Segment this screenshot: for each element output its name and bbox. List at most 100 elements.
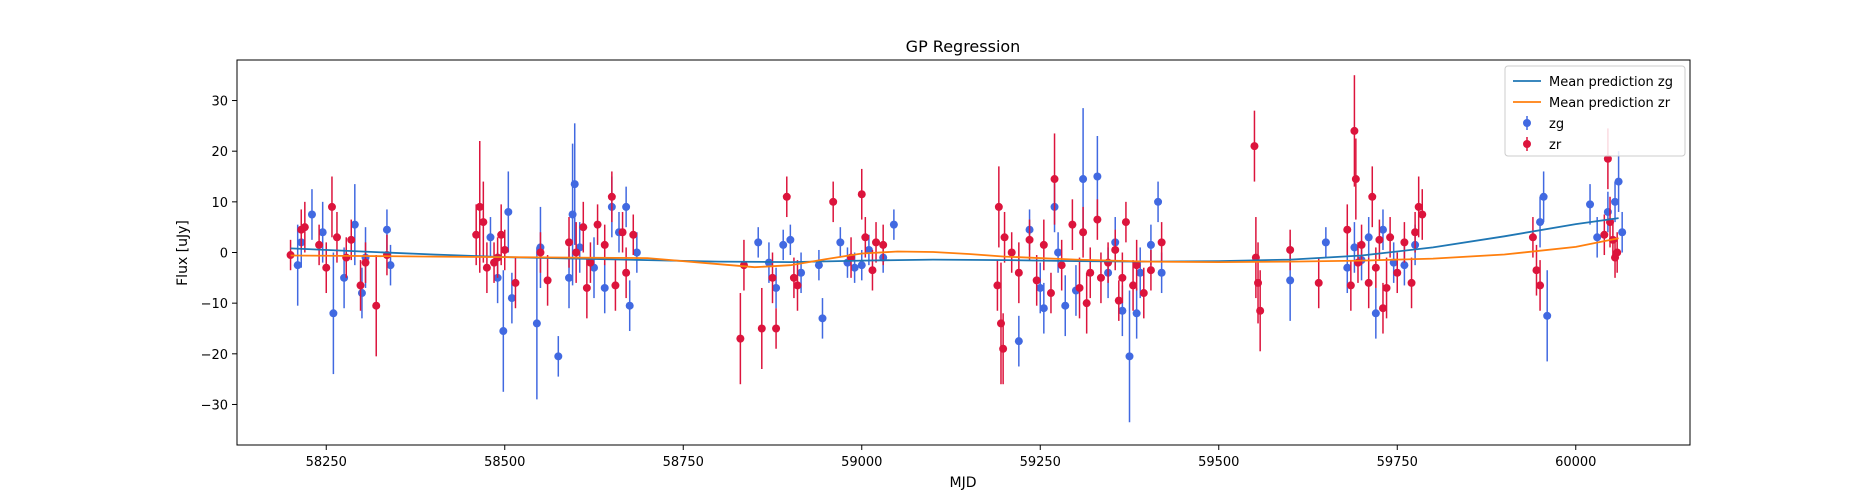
zr-data-point xyxy=(1411,228,1420,237)
zr-data-point xyxy=(472,230,481,239)
zg-data-point xyxy=(632,248,641,257)
zr-data-point xyxy=(1346,281,1355,290)
zr-data-point xyxy=(1256,306,1265,315)
zr-data-point xyxy=(600,240,609,249)
y-tick-label: 20 xyxy=(211,145,228,160)
zg-data-point xyxy=(1586,200,1595,209)
zr-data-point xyxy=(1532,266,1541,275)
zg-data-point xyxy=(889,220,898,229)
zg-data-point xyxy=(1136,268,1145,277)
zr-data-point xyxy=(1068,220,1077,229)
zr-data-point xyxy=(1528,233,1537,242)
zg-data-point xyxy=(1350,243,1359,252)
zg-data-point xyxy=(1286,276,1295,285)
mean-prediction-line-zr xyxy=(290,237,1619,269)
zg-data-point xyxy=(1343,263,1352,272)
zr-data-point xyxy=(607,192,616,201)
zr-data-point xyxy=(757,324,766,333)
zr-data-point xyxy=(497,230,506,239)
zr-data-point xyxy=(1007,248,1016,257)
zr-data-point xyxy=(857,190,866,199)
zr-data-point xyxy=(1046,289,1055,298)
zg-data-point xyxy=(386,261,395,270)
zg-data-point xyxy=(1157,268,1166,277)
zr-data-point xyxy=(1057,261,1066,270)
zg-data-point xyxy=(818,314,827,323)
zg-data-point xyxy=(329,309,338,318)
zr-data-point xyxy=(327,202,336,211)
zg-data-point xyxy=(507,294,516,303)
x-tick-label: 59500 xyxy=(1198,455,1239,470)
zg-data-point xyxy=(1154,197,1163,206)
zr-data-point xyxy=(993,281,1002,290)
zr-data-point xyxy=(315,240,324,249)
zr-data-point xyxy=(1111,245,1120,254)
zg-data-point xyxy=(1014,337,1023,346)
zr-data-point xyxy=(1378,304,1387,313)
zr-data-point xyxy=(829,197,838,206)
y-tick-label: 0 xyxy=(220,247,228,262)
zr-data-point xyxy=(1114,296,1123,305)
zg-data-point xyxy=(1371,309,1380,318)
plot-frame xyxy=(236,59,1691,446)
zg-data-point xyxy=(350,220,359,229)
zg-data-point xyxy=(754,238,763,247)
zr-data-point xyxy=(1132,261,1141,270)
zr-data-point xyxy=(999,344,1008,353)
zg-data-point xyxy=(600,283,609,292)
zr-data-point xyxy=(1368,192,1377,201)
zr-data-point xyxy=(1603,154,1612,163)
zg-data-point xyxy=(1132,309,1141,318)
zg-data-point xyxy=(1539,192,1548,201)
zg-data-point xyxy=(786,235,795,244)
zr-data-point xyxy=(361,258,370,267)
zg-data-point xyxy=(1536,218,1545,227)
zr-data-point xyxy=(572,248,581,257)
zr-data-point xyxy=(1371,263,1380,272)
zg-data-point xyxy=(554,352,563,361)
zr-data-point xyxy=(1086,268,1095,277)
zg-data-point xyxy=(1054,248,1063,257)
zg-data-point xyxy=(318,228,327,237)
zg-data-point xyxy=(625,301,634,310)
x-tick-label: 59000 xyxy=(841,455,882,470)
zr-data-point xyxy=(1414,202,1423,211)
zg-data-point xyxy=(1321,238,1330,247)
zg-data-point xyxy=(797,268,806,277)
y-tick-label: 30 xyxy=(211,95,228,110)
zg-data-point xyxy=(1400,261,1409,270)
zr-data-point xyxy=(332,233,341,242)
zr-data-point xyxy=(1082,299,1091,308)
y-tick-label: −20 xyxy=(201,348,228,363)
zr-data-point xyxy=(1121,218,1130,227)
zr-data-point xyxy=(586,258,595,267)
zr-data-point xyxy=(1079,228,1088,237)
zr-data-point xyxy=(1000,233,1009,242)
x-tick-label: 60000 xyxy=(1555,455,1596,470)
zg-data-point xyxy=(814,261,823,270)
zr-data-point xyxy=(1146,266,1155,275)
zr-data-point xyxy=(1250,142,1259,151)
zg-data-point xyxy=(1618,228,1627,237)
zr-data-point xyxy=(1014,268,1023,277)
legend-box xyxy=(1504,65,1686,157)
zr-data-point xyxy=(1407,278,1416,287)
zr-data-point xyxy=(1025,235,1034,244)
zg-data-point xyxy=(1118,306,1127,315)
zr-data-point xyxy=(618,228,627,237)
zr-data-point xyxy=(1032,276,1041,285)
zg-data-point xyxy=(565,273,574,282)
zg-data-point xyxy=(857,261,866,270)
zr-data-point xyxy=(286,251,295,260)
zr-data-point xyxy=(1050,175,1059,184)
zr-data-point xyxy=(342,253,351,262)
zg-data-point xyxy=(779,240,788,249)
zr-data-point xyxy=(1386,233,1395,242)
x-tick-label: 58750 xyxy=(663,455,704,470)
zg-data-point xyxy=(1039,304,1048,313)
zr-data-point xyxy=(879,240,888,249)
zr-data-point xyxy=(611,281,620,290)
zg-data-point xyxy=(1079,175,1088,184)
zr-data-point xyxy=(1393,268,1402,277)
